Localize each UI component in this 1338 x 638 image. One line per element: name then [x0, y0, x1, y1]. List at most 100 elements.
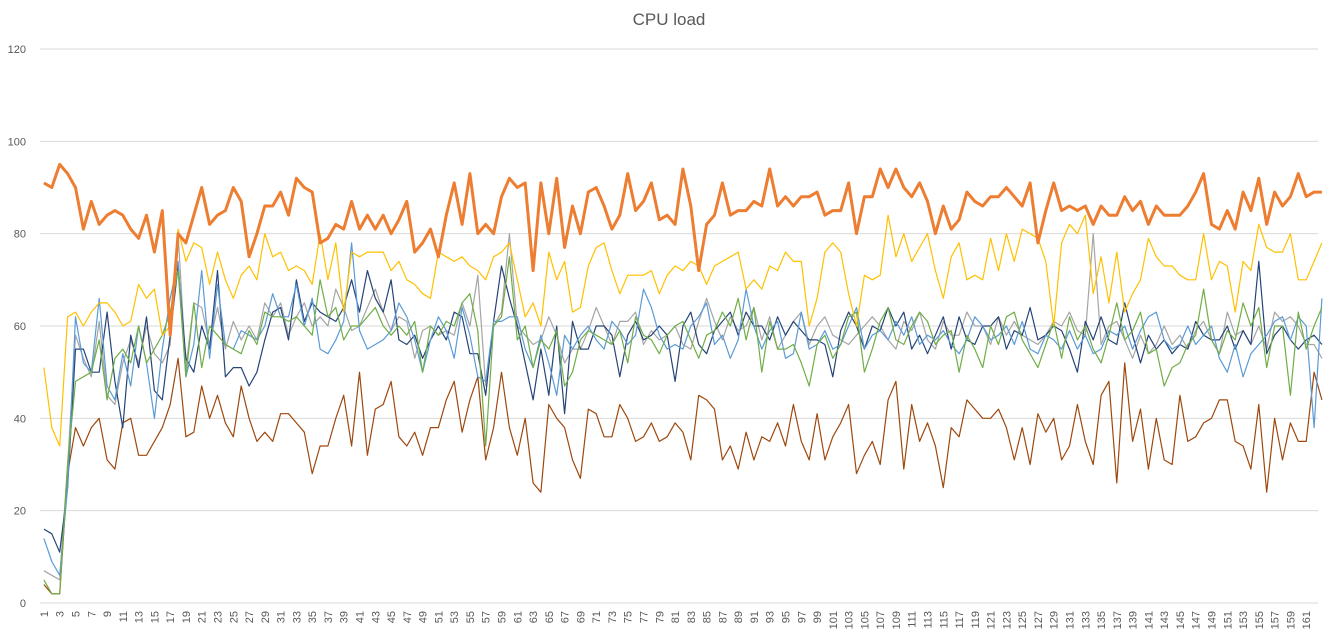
x-tick-label: 25	[228, 611, 240, 623]
x-tick-label: 137	[1112, 611, 1124, 629]
x-tick-label: 83	[686, 611, 698, 623]
x-tick-label: 21	[197, 611, 209, 623]
x-tick-label: 81	[670, 611, 682, 623]
x-tick-label: 111	[907, 611, 919, 628]
y-tick-label: 20	[14, 506, 26, 518]
x-tick-label: 55	[465, 611, 477, 623]
x-tick-label: 105	[859, 611, 871, 629]
x-tick-label: 5	[71, 611, 83, 617]
x-tick-label: 35	[307, 611, 319, 623]
x-tick-label: 129	[1049, 611, 1061, 629]
x-tick-label: 67	[560, 611, 572, 623]
x-tick-label: 79	[654, 611, 666, 623]
y-tick-label: 0	[20, 598, 26, 610]
x-tick-label: 103	[844, 611, 856, 629]
x-tick-label: 13	[134, 611, 146, 623]
x-tick-label: 77	[639, 611, 651, 623]
series-line-1	[43, 162, 1322, 337]
x-tick-label: 53	[449, 611, 461, 623]
x-tick-label: 153	[1238, 611, 1250, 629]
x-tick-label: 51	[433, 611, 445, 623]
series-line-2	[43, 214, 1323, 447]
y-axis-ticks: 0 20 40 60 80 100 120	[8, 44, 26, 610]
x-tick-label: 139	[1128, 611, 1140, 629]
x-tick-label: 41	[355, 611, 367, 623]
x-tick-label: 27	[244, 611, 256, 623]
x-tick-label: 159	[1285, 611, 1297, 629]
x-tick-label: 91	[749, 611, 761, 623]
x-tick-label: 115	[938, 611, 950, 629]
x-tick-label: 31	[276, 611, 288, 623]
y-tick-label: 60	[14, 321, 26, 333]
x-tick-label: 99	[812, 611, 824, 623]
x-tick-label: 17	[165, 611, 177, 623]
x-axis-ticks: 1 3 5 7 9 11 13 15 17 19 21 23 25 27 29 31 33 35 37 39 41 43 4…	[39, 611, 1313, 629]
x-tick-label: 73	[607, 611, 619, 623]
chart-title: CPU load	[632, 10, 706, 29]
x-tick-label: 45	[386, 611, 398, 623]
x-tick-label: 93	[765, 611, 777, 623]
x-tick-label: 113	[923, 611, 935, 629]
x-tick-label: 121	[986, 611, 998, 629]
x-tick-label: 9	[102, 611, 114, 617]
series-line-4	[43, 242, 1323, 576]
series-line-3	[43, 256, 1323, 595]
x-tick-label: 69	[575, 611, 587, 623]
x-tick-label: 7	[86, 611, 98, 617]
x-tick-label: 87	[717, 611, 729, 623]
x-tick-label: 133	[1080, 611, 1092, 629]
y-tick-label: 80	[14, 229, 26, 241]
x-tick-label: 15	[149, 611, 161, 623]
y-tick-label: 100	[8, 136, 26, 148]
x-tick-label: 63	[528, 611, 540, 623]
x-tick-label: 131	[1065, 611, 1077, 629]
x-tick-label: 101	[828, 611, 840, 629]
series-lines	[43, 162, 1323, 595]
x-tick-label: 59	[497, 611, 509, 623]
x-tick-label: 145	[1175, 611, 1187, 629]
x-tick-label: 147	[1191, 611, 1203, 629]
x-tick-label: 109	[891, 611, 903, 629]
x-tick-label: 61	[512, 611, 524, 623]
x-tick-label: 95	[781, 611, 793, 623]
gridlines	[40, 48, 1318, 604]
x-tick-label: 127	[1033, 611, 1045, 629]
x-tick-label: 155	[1254, 611, 1266, 629]
series-line-7	[43, 357, 1323, 595]
x-tick-label: 57	[481, 611, 493, 623]
y-tick-label: 120	[8, 44, 26, 56]
x-tick-label: 119	[970, 611, 982, 629]
x-tick-label: 29	[260, 611, 272, 623]
x-tick-label: 3	[55, 611, 67, 617]
x-tick-label: 151	[1222, 611, 1234, 629]
x-tick-label: 89	[733, 611, 745, 623]
x-tick-label: 149	[1207, 611, 1219, 629]
x-tick-label: 33	[291, 611, 303, 623]
x-tick-label: 11	[118, 611, 130, 622]
x-tick-label: 85	[702, 611, 714, 623]
series-line-5	[43, 260, 1323, 553]
x-tick-label: 161	[1301, 611, 1313, 629]
x-tick-label: 49	[418, 611, 430, 623]
x-tick-label: 43	[370, 611, 382, 623]
x-tick-label: 65	[544, 611, 556, 623]
x-tick-label: 107	[875, 611, 887, 629]
x-tick-label: 143	[1159, 611, 1171, 629]
x-tick-label: 39	[339, 611, 351, 623]
x-tick-label: 1	[39, 611, 51, 617]
x-tick-label: 141	[1143, 611, 1155, 629]
x-tick-label: 71	[591, 611, 603, 623]
x-tick-label: 75	[623, 611, 635, 623]
y-tick-label: 40	[14, 413, 26, 425]
x-tick-label: 125	[1017, 611, 1029, 629]
x-tick-label: 123	[1001, 611, 1013, 629]
x-tick-label: 117	[954, 611, 966, 629]
x-tick-label: 157	[1270, 611, 1282, 629]
x-tick-label: 135	[1096, 611, 1108, 629]
x-tick-label: 97	[796, 611, 808, 623]
x-tick-label: 19	[181, 611, 193, 623]
x-tick-label: 23	[213, 611, 225, 623]
series-line-6	[43, 233, 1323, 581]
